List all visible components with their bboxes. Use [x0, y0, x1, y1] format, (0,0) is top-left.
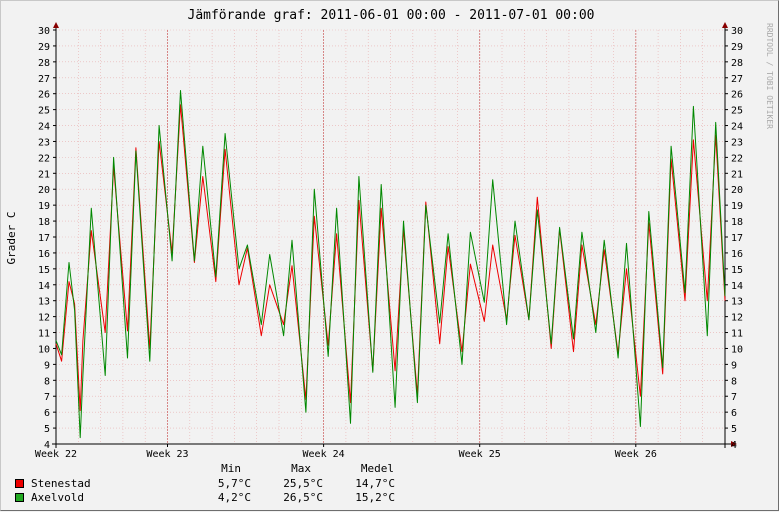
y-tick-label-left: 13 [38, 297, 50, 308]
legend-header-min: Min [221, 462, 241, 475]
x-tick-label: Week 22 [35, 449, 77, 460]
chart-title: Jämförande graf: 2011-06-01 00:00 - 2011… [188, 8, 595, 23]
legend-max-axelvold: 26,5°C [283, 491, 323, 504]
legend-max-stenestad: 25,5°C [283, 477, 323, 490]
y-tick-label-right: 15 [731, 265, 743, 276]
x-tick-label: Week 25 [459, 449, 501, 460]
grid [55, 29, 726, 445]
legend-series-name: Stenestad [31, 477, 91, 490]
legend-swatch-axelvold [15, 493, 24, 502]
series-lines [55, 90, 726, 439]
y-tick-label-right: 26 [731, 90, 743, 101]
y-tick-label-right: 23 [731, 137, 743, 148]
legend-avg-axelvold: 15,2°C [355, 491, 395, 504]
y-tick-label-right: 29 [731, 42, 743, 53]
y-tick-label-left: 17 [38, 233, 50, 244]
y-tick-label-right: 10 [731, 344, 743, 355]
legend-swatch-stenestad [15, 479, 24, 488]
legend-header-avg: Medel [360, 462, 394, 475]
y-tick-label-left: 7 [44, 392, 50, 403]
y-tick-labels-right: 4 5 6 7 8 9 10 11 12 13 14 15 16 17 18 19 20 21 22 23 24 25 26… [731, 26, 743, 451]
y-tick-label-right: 19 [731, 201, 743, 212]
y-tick-label-right: 25 [731, 106, 743, 117]
y-tick-label-left: 30 [38, 26, 50, 37]
y-tick-label-left: 11 [38, 329, 50, 340]
y-tick-label-right: 18 [731, 217, 743, 228]
y-tick-label-left: 29 [38, 42, 50, 53]
series-line-axelvold [55, 90, 726, 439]
y-tick-label-left: 18 [38, 217, 50, 228]
legend-avg-stenestad: 14,7°C [355, 477, 395, 490]
y-tick-label-right: 20 [731, 185, 743, 196]
y-tick-label-right: 12 [731, 313, 743, 324]
x-tick-label: Week 24 [303, 449, 345, 460]
y-tick-label-right: 13 [731, 297, 743, 308]
y-tick-label-left: 10 [38, 344, 50, 355]
y-tick-label-right: 21 [731, 169, 743, 180]
y-tick-label-left: 12 [38, 313, 50, 324]
x-tick-label: Week 23 [146, 449, 188, 460]
y-tick-label-left: 8 [44, 376, 50, 387]
legend-header-max: Max [291, 462, 311, 475]
y-tick-label-left: 4 [44, 440, 50, 451]
y-tick-label-right: 27 [731, 74, 743, 85]
y-tick-label-left: 23 [38, 137, 50, 148]
x-tick-labels: Week 22 Week 23 Week 24 Week 25 Week 26 [35, 449, 657, 460]
y-tick-label-left: 16 [38, 249, 50, 260]
y-tick-label-left: 14 [38, 281, 50, 292]
y-tick-label-left: 6 [44, 408, 50, 419]
axes [52, 22, 737, 448]
y-tick-label-right: 24 [731, 122, 743, 133]
y-tick-label-right: 4 [731, 440, 737, 451]
y-tick-labels-left: 4 5 6 7 8 9 10 11 12 13 14 15 16 17 18 19 20 21 22 23 24 25 26… [38, 26, 50, 451]
y-tick-label-right: 6 [731, 408, 737, 419]
y-tick-label-right: 14 [731, 281, 743, 292]
y-tick-label-left: 20 [38, 185, 50, 196]
y-tick-label-left: 5 [44, 424, 50, 435]
watermark: RRDTOOL / TOBI OETIKER [765, 23, 774, 129]
y-tick-label-right: 8 [731, 376, 737, 387]
y-tick-label-left: 25 [38, 106, 50, 117]
y-tick-label-right: 30 [731, 26, 743, 37]
y-axis-arrow-left [53, 22, 59, 28]
y-tick-label-left: 26 [38, 90, 50, 101]
y-tick-label-left: 19 [38, 201, 50, 212]
y-axis-label: Grader C [5, 212, 18, 265]
legend-min-axelvold: 4,2°C [217, 491, 251, 504]
y-tick-label-right: 5 [731, 424, 737, 435]
y-tick-label-right: 11 [731, 329, 743, 340]
y-tick-label-left: 21 [38, 169, 50, 180]
y-tick-label-left: 15 [38, 265, 50, 276]
x-tick-label: Week 26 [615, 449, 657, 460]
legend-min-stenestad: 5,7°C [217, 477, 251, 490]
y-tick-label-left: 22 [38, 153, 50, 164]
x-axis-arrow [731, 441, 737, 447]
y-tick-label-left: 28 [38, 58, 50, 69]
y-tick-label-right: 9 [731, 360, 737, 371]
y-tick-label-right: 16 [731, 249, 743, 260]
y-tick-label-right: 22 [731, 153, 743, 164]
y-tick-label-right: 28 [731, 58, 743, 69]
y-tick-label-right: 7 [731, 392, 737, 403]
y-tick-label-right: 17 [731, 233, 743, 244]
legend-series-name: Axelvold [31, 491, 84, 504]
y-tick-label-left: 27 [38, 74, 50, 85]
y-axis-arrow-right [722, 22, 728, 28]
y-tick-label-left: 24 [38, 122, 50, 133]
y-tick-label-left: 9 [44, 360, 50, 371]
